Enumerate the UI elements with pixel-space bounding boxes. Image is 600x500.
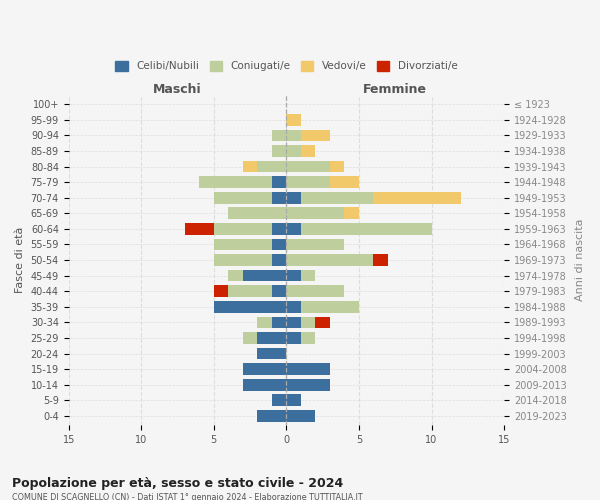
Bar xyxy=(286,379,330,390)
Bar xyxy=(286,160,330,172)
Text: Maschi: Maschi xyxy=(153,84,202,96)
Bar xyxy=(330,176,359,188)
Bar xyxy=(257,316,272,328)
Bar xyxy=(286,316,301,328)
Bar xyxy=(243,160,257,172)
Bar xyxy=(229,208,286,219)
Bar xyxy=(373,192,461,203)
Bar xyxy=(257,348,286,360)
Text: COMUNE DI SCAGNELLO (CN) - Dati ISTAT 1° gennaio 2024 - Elaborazione TUTTITALIA.: COMUNE DI SCAGNELLO (CN) - Dati ISTAT 1°… xyxy=(12,492,362,500)
Legend: Celibi/Nubili, Coniugati/e, Vedovi/e, Divorziati/e: Celibi/Nubili, Coniugati/e, Vedovi/e, Di… xyxy=(111,57,461,76)
Bar xyxy=(214,301,286,312)
Bar xyxy=(301,332,316,344)
Bar xyxy=(214,192,272,203)
Bar xyxy=(185,223,214,234)
Y-axis label: Anni di nascita: Anni di nascita xyxy=(575,219,585,302)
Bar xyxy=(257,160,286,172)
Bar xyxy=(272,176,286,188)
Bar xyxy=(229,286,272,297)
Bar xyxy=(272,145,286,157)
Text: Popolazione per età, sesso e stato civile - 2024: Popolazione per età, sesso e stato civil… xyxy=(12,478,343,490)
Bar xyxy=(229,270,243,281)
Bar xyxy=(286,301,301,312)
Bar xyxy=(243,379,286,390)
Bar xyxy=(286,254,373,266)
Bar xyxy=(272,254,286,266)
Bar xyxy=(301,145,316,157)
Bar xyxy=(286,286,344,297)
Bar xyxy=(373,254,388,266)
Bar xyxy=(286,270,301,281)
Bar xyxy=(272,192,286,203)
Bar xyxy=(286,410,316,422)
Bar xyxy=(301,301,359,312)
Bar xyxy=(286,364,330,375)
Bar xyxy=(286,394,301,406)
Bar xyxy=(286,192,301,203)
Bar xyxy=(301,316,316,328)
Bar xyxy=(286,332,301,344)
Bar xyxy=(272,316,286,328)
Bar xyxy=(301,270,316,281)
Bar xyxy=(199,176,272,188)
Bar xyxy=(286,176,330,188)
Bar xyxy=(214,286,229,297)
Bar xyxy=(243,332,257,344)
Bar xyxy=(301,130,330,141)
Bar xyxy=(257,332,286,344)
Bar xyxy=(286,223,301,234)
Bar xyxy=(316,316,330,328)
Bar xyxy=(243,270,286,281)
Bar xyxy=(286,130,301,141)
Bar xyxy=(344,208,359,219)
Bar xyxy=(272,238,286,250)
Bar xyxy=(301,192,373,203)
Bar xyxy=(214,254,272,266)
Bar xyxy=(214,238,272,250)
Bar xyxy=(330,160,344,172)
Bar xyxy=(286,145,301,157)
Bar xyxy=(243,364,286,375)
Bar xyxy=(257,410,286,422)
Bar xyxy=(272,130,286,141)
Bar xyxy=(286,238,344,250)
Y-axis label: Fasce di età: Fasce di età xyxy=(15,227,25,293)
Bar xyxy=(286,208,344,219)
Text: Femmine: Femmine xyxy=(363,84,427,96)
Bar xyxy=(272,394,286,406)
Bar xyxy=(272,286,286,297)
Bar xyxy=(272,223,286,234)
Bar xyxy=(301,223,431,234)
Bar xyxy=(214,223,272,234)
Bar xyxy=(286,114,301,126)
